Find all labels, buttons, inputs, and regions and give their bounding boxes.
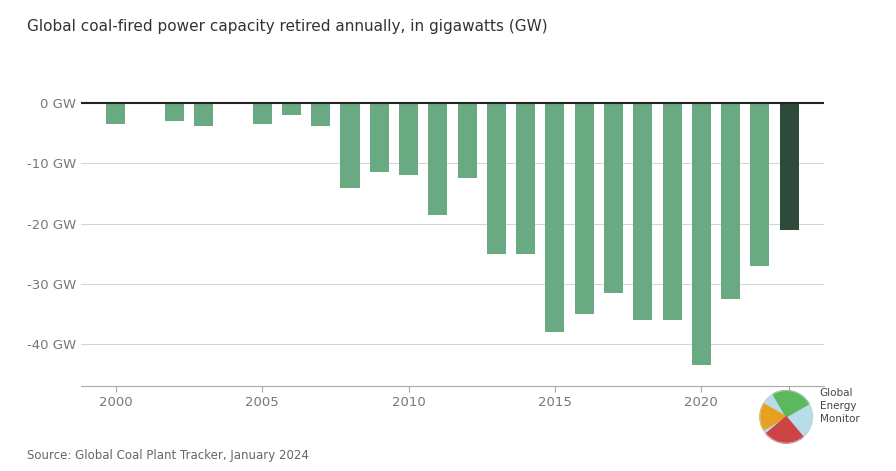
Wedge shape bbox=[760, 404, 787, 430]
Bar bbox=[516, 103, 535, 254]
Bar bbox=[780, 103, 798, 230]
Bar bbox=[399, 103, 418, 176]
Text: Source: Global Coal Plant Tracker, January 2024: Source: Global Coal Plant Tracker, Janua… bbox=[27, 448, 309, 462]
Bar bbox=[750, 103, 770, 266]
Text: Global
Energy
Monitor: Global Energy Monitor bbox=[820, 388, 859, 424]
Bar bbox=[633, 103, 652, 320]
Bar bbox=[574, 103, 594, 314]
Bar bbox=[311, 103, 331, 126]
Wedge shape bbox=[766, 417, 803, 443]
Bar bbox=[487, 103, 506, 254]
Bar bbox=[721, 103, 740, 299]
Bar bbox=[370, 103, 389, 172]
Bar bbox=[662, 103, 682, 320]
Bar bbox=[692, 103, 711, 365]
Bar bbox=[165, 103, 184, 122]
Wedge shape bbox=[773, 390, 809, 417]
Bar bbox=[253, 103, 271, 124]
Bar bbox=[458, 103, 477, 179]
Bar bbox=[604, 103, 623, 293]
Bar bbox=[107, 103, 125, 124]
Bar bbox=[194, 103, 213, 126]
Bar bbox=[340, 103, 359, 187]
Bar bbox=[282, 103, 301, 115]
Bar bbox=[546, 103, 564, 332]
Text: Global coal-fired power capacity retired annually, in gigawatts (GW): Global coal-fired power capacity retired… bbox=[27, 19, 547, 34]
Circle shape bbox=[760, 390, 813, 443]
Bar bbox=[428, 103, 447, 215]
